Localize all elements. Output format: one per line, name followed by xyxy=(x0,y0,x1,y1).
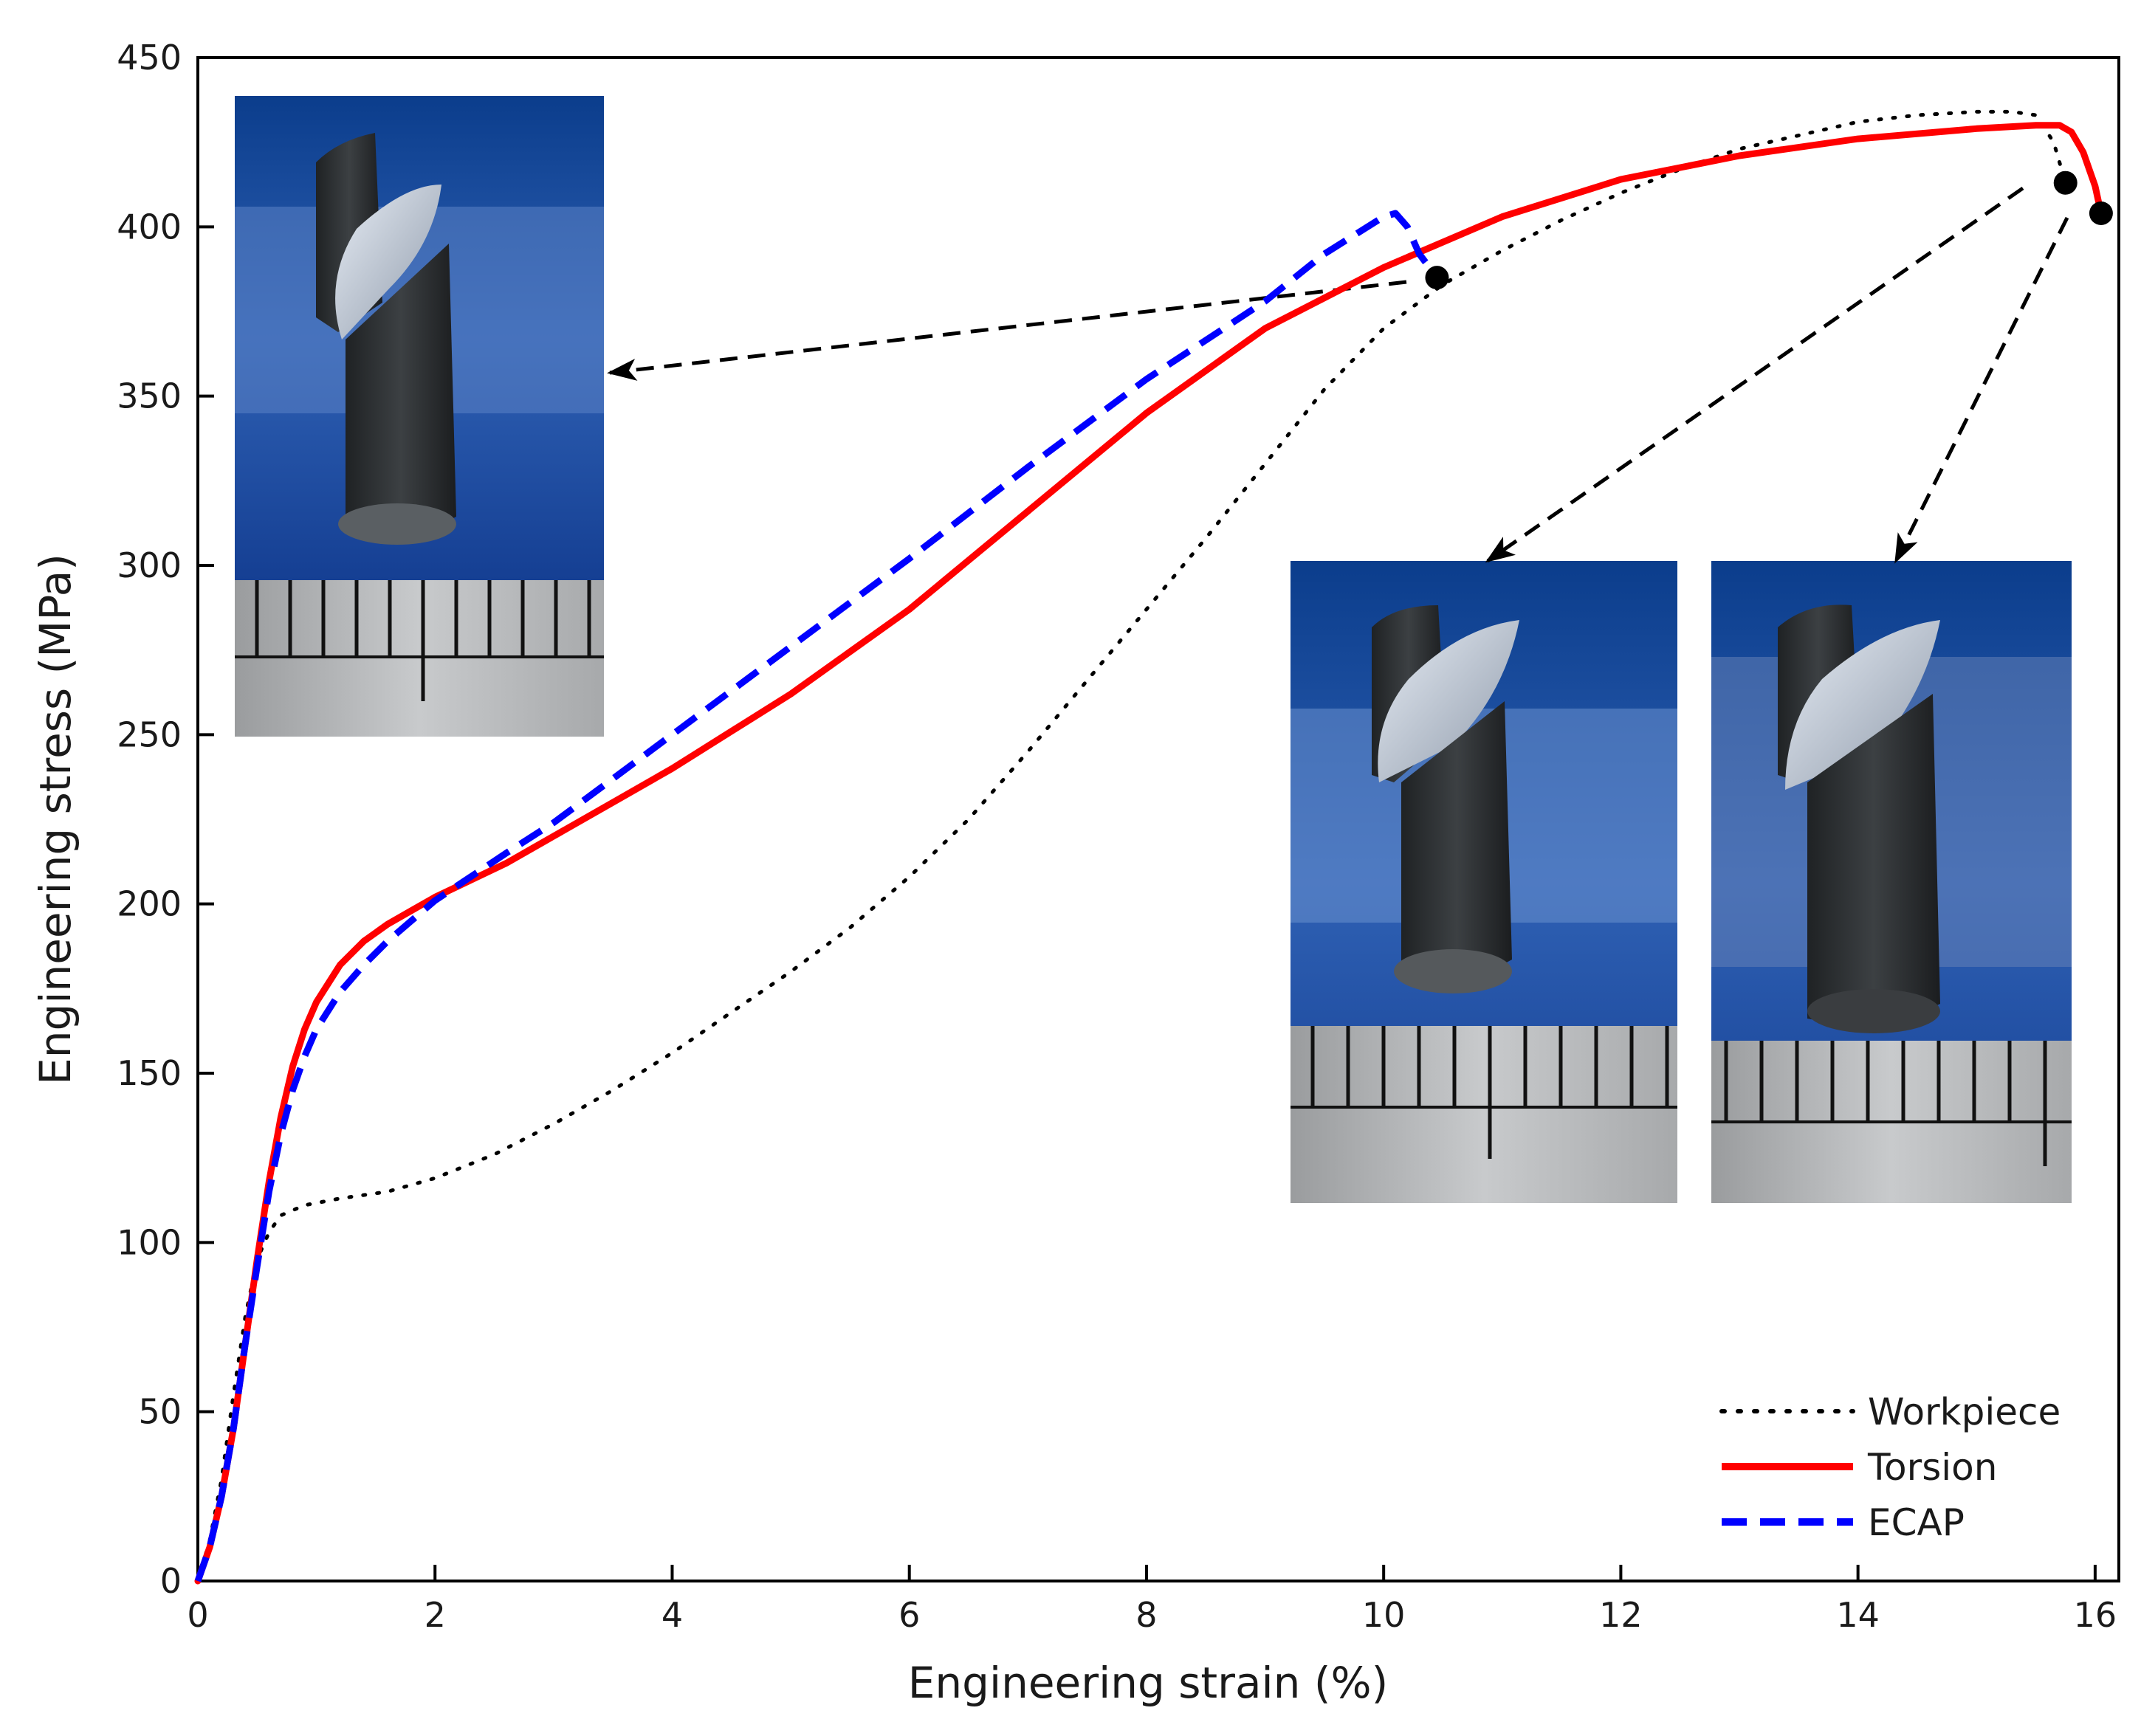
x-tick-label: 6 xyxy=(898,1595,920,1635)
photo-inset-workpiece xyxy=(1291,561,1677,1203)
legend-label-workpiece: Workpiece xyxy=(1868,1391,2061,1433)
photo-inset-torsion xyxy=(1711,561,2072,1203)
legend-label-ecap: ECAP xyxy=(1868,1501,1965,1544)
x-axis-title: Engineering strain (%) xyxy=(908,1658,1388,1708)
y-tick-label: 450 xyxy=(117,38,182,78)
y-tick-label: 400 xyxy=(117,207,182,247)
x-tick-label: 10 xyxy=(1362,1595,1406,1635)
x-tick-label: 12 xyxy=(1599,1595,1643,1635)
x-tick-label: 0 xyxy=(187,1595,208,1635)
x-tick-label: 2 xyxy=(425,1595,446,1635)
arrow-to-workpiece-photo xyxy=(1485,186,2024,563)
series-line-workpiece xyxy=(196,109,2068,1583)
x-tick-label: 14 xyxy=(1836,1595,1880,1635)
x-tick-label: 4 xyxy=(661,1595,683,1635)
plot-frame xyxy=(196,56,2120,1582)
arrow-to-ecap-photo xyxy=(607,280,1407,381)
legend: Workpiece Torsion ECAP xyxy=(1719,1391,2061,1544)
series-line-ecap xyxy=(194,210,1440,1582)
x-tick-label: 16 xyxy=(2074,1595,2117,1635)
arrow-to-torsion-photo xyxy=(1894,216,2069,564)
y-tick-label: 250 xyxy=(117,714,182,754)
y-tick-label: 0 xyxy=(160,1561,182,1601)
y-tick-label: 50 xyxy=(138,1392,182,1432)
photo-inset-ecap xyxy=(235,96,604,737)
y-axis-title: Engineering stress (MPa) xyxy=(30,554,80,1085)
axes: 0 2 4 6 8 10 12 14 16 0 50 100 150 200 250 300 350 400 450 xyxy=(117,38,2117,1635)
legend-label-torsion: Torsion xyxy=(1867,1446,1997,1489)
annotation-arrows xyxy=(607,186,2069,564)
y-tick-label: 300 xyxy=(117,545,182,585)
x-tick-label: 8 xyxy=(1135,1595,1157,1635)
fracture-point-workpiece xyxy=(2053,170,2078,195)
fracture-point-torsion xyxy=(2089,201,2113,225)
y-tick-label: 350 xyxy=(117,376,182,416)
fracture-points xyxy=(1425,170,2113,290)
series-layer xyxy=(194,109,2105,1585)
y-tick-label: 150 xyxy=(117,1053,182,1093)
fracture-point-ecap xyxy=(1425,266,1449,290)
y-tick-label: 200 xyxy=(117,884,182,924)
y-tick-label: 100 xyxy=(117,1222,182,1262)
